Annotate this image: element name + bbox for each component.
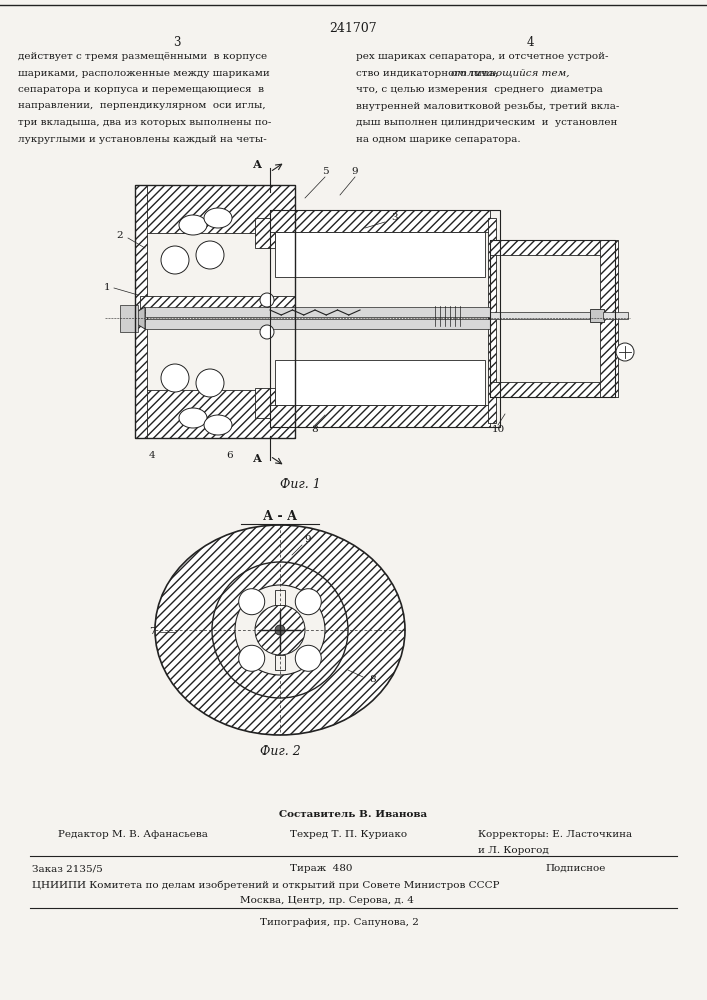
Text: Подписное: Подписное [545, 864, 605, 873]
Text: и Л. Корогод: и Л. Корогод [478, 846, 549, 855]
Bar [145, 319, 490, 329]
Bar [603, 312, 628, 319]
Text: 4: 4 [148, 450, 156, 460]
Text: Москва, Центр, пр. Серова, д. 4: Москва, Центр, пр. Серова, д. 4 [240, 896, 414, 905]
Circle shape [196, 241, 224, 269]
Text: шариками, расположенные между шариками: шариками, расположенные между шариками [18, 68, 270, 78]
Circle shape [260, 325, 274, 339]
Text: 8: 8 [370, 676, 376, 684]
Text: Типография, пр. Сапунова, 2: Типография, пр. Сапунова, 2 [260, 918, 419, 927]
Polygon shape [127, 307, 145, 329]
Ellipse shape [204, 208, 232, 228]
Circle shape [161, 364, 189, 392]
Bar [490, 240, 605, 255]
Text: 3: 3 [173, 36, 181, 49]
Text: что, с целью измерения  среднего  диаметра: что, с целью измерения среднего диаметра [356, 85, 603, 94]
Text: направлении,  перпендикулярном  оси иглы,: направлении, перпендикулярном оси иглы, [18, 102, 266, 110]
Text: 1: 1 [104, 284, 110, 292]
Text: 2: 2 [117, 231, 123, 239]
Circle shape [255, 605, 305, 655]
Ellipse shape [204, 415, 232, 435]
Ellipse shape [155, 525, 405, 735]
Text: Заказ 2135/5: Заказ 2135/5 [32, 864, 103, 873]
Bar [490, 382, 605, 397]
Text: Фиг. 2: Фиг. 2 [259, 745, 300, 758]
Bar [255, 388, 275, 418]
Bar [490, 312, 590, 319]
Circle shape [212, 562, 348, 698]
Bar [270, 405, 490, 427]
Circle shape [260, 293, 274, 307]
Text: действует с тремя размещёнными  в корпусе: действует с тремя размещёнными в корпусе [18, 52, 267, 61]
Circle shape [239, 589, 264, 615]
Text: внутренней маловитковой резьбы, третий вкла-: внутренней маловитковой резьбы, третий в… [356, 102, 619, 111]
Circle shape [296, 589, 321, 615]
Text: 241707: 241707 [329, 22, 377, 35]
Text: дыш выполнен цилиндрическим  и  установлен: дыш выполнен цилиндрическим и установлен [356, 118, 617, 127]
Text: рех шариках сепаратора, и отсчетное устрой-: рех шариках сепаратора, и отсчетное устр… [356, 52, 609, 61]
Text: лукруглыми и установлены каждый на четы-: лукруглыми и установлены каждый на четы- [18, 134, 267, 143]
Text: на одном шарике сепаратора.: на одном шарике сепаратора. [356, 134, 520, 143]
Bar [488, 218, 496, 423]
Text: 6: 6 [227, 450, 233, 460]
Text: ЦНИИПИ Комитета по делам изобретений и открытий при Совете Министров СССР: ЦНИИПИ Комитета по делам изобретений и о… [32, 880, 500, 890]
Text: 7: 7 [148, 628, 156, 637]
Text: 9: 9 [351, 167, 358, 176]
Text: сепаратора и корпуса и перемещающиеся  в: сепаратора и корпуса и перемещающиеся в [18, 85, 264, 94]
Circle shape [296, 645, 321, 671]
Text: Корректоры: Е. Ласточкина: Корректоры: Е. Ласточкина [478, 830, 632, 839]
Bar [135, 185, 147, 438]
Text: Редактор М. В. Афанасьева: Редактор М. В. Афанасьева [58, 830, 208, 839]
Text: Техред Т. П. Куриако: Техред Т. П. Куриако [290, 830, 407, 839]
Bar [275, 655, 285, 670]
Text: А: А [253, 159, 262, 170]
Bar [590, 309, 604, 322]
Bar [270, 210, 500, 427]
Bar [275, 232, 485, 277]
Bar [255, 218, 275, 248]
Text: 10: 10 [491, 426, 505, 434]
Bar [140, 296, 295, 310]
Text: три вкладыша, два из которых выполнены по-: три вкладыша, два из которых выполнены п… [18, 118, 271, 127]
Bar [600, 240, 618, 397]
Bar [140, 390, 295, 438]
Circle shape [196, 369, 224, 397]
Text: Составитель В. Иванова: Составитель В. Иванова [279, 810, 427, 819]
Bar [135, 185, 295, 438]
Circle shape [275, 625, 285, 635]
Circle shape [239, 645, 264, 671]
Text: Тираж  480: Тираж 480 [290, 864, 353, 873]
Bar [140, 185, 295, 233]
Bar [270, 210, 490, 232]
Text: А - А: А - А [263, 510, 297, 523]
Bar [275, 590, 285, 605]
Text: 8: 8 [312, 426, 318, 434]
Text: 4: 4 [526, 36, 534, 49]
Ellipse shape [179, 215, 207, 235]
Text: отличающийся тем,: отличающийся тем, [451, 68, 570, 78]
Text: 5: 5 [322, 167, 328, 176]
Circle shape [161, 246, 189, 274]
Ellipse shape [179, 408, 207, 428]
Text: А: А [253, 452, 262, 464]
Circle shape [616, 343, 634, 361]
Bar [145, 307, 490, 317]
Text: 9: 9 [305, 536, 311, 544]
Bar [120, 305, 138, 332]
Text: Фиг. 1: Фиг. 1 [280, 478, 320, 491]
Circle shape [235, 585, 325, 675]
Text: ство индикаторного типа,: ство индикаторного типа, [356, 68, 501, 78]
Bar [275, 360, 485, 405]
Text: 3: 3 [392, 214, 398, 223]
Bar [490, 240, 615, 397]
